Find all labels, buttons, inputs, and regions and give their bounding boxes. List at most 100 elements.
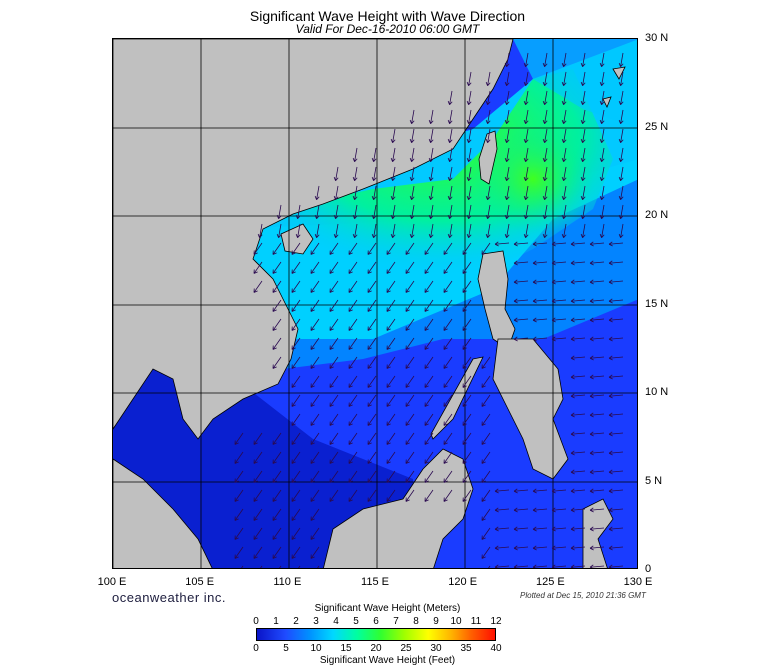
wave-arrow — [523, 223, 529, 239]
wave-arrow — [551, 317, 567, 323]
wave-arrow — [291, 299, 301, 312]
lat-label: 0 — [645, 563, 652, 575]
wave-arrow — [589, 507, 605, 513]
wave-arrow — [485, 185, 491, 201]
wave-arrow — [333, 223, 339, 239]
wave-arrow — [390, 128, 396, 144]
wave-arrow — [481, 413, 491, 426]
wave-arrow — [504, 223, 510, 239]
wave-arrow — [599, 90, 605, 106]
colorbar-tick: 5 — [353, 616, 359, 627]
wave-arrow — [599, 166, 605, 182]
wave-arrow — [608, 355, 624, 361]
wave-arrow — [523, 128, 529, 144]
lat-label: 5 N — [645, 474, 663, 487]
wave-arrow — [295, 223, 301, 239]
wave-arrow — [589, 355, 605, 361]
wave-arrow — [551, 279, 567, 285]
wave-arrow — [608, 450, 624, 456]
wave-arrow — [589, 545, 605, 551]
wave-arrow — [542, 52, 548, 68]
wave-arrow — [513, 336, 529, 342]
colorbar-tick: 3 — [313, 616, 319, 627]
wave-arrow — [367, 413, 377, 426]
wave-arrow — [424, 318, 434, 331]
wave-arrow — [513, 488, 529, 494]
lat-label: 25 N — [645, 120, 669, 133]
wave-arrow — [253, 508, 263, 521]
wave-arrow — [424, 470, 434, 483]
wave-arrow — [504, 204, 510, 220]
wave-arrow — [443, 489, 453, 502]
wave-arrow — [580, 166, 586, 182]
wave-arrow — [428, 223, 434, 239]
wave-arrow — [570, 336, 586, 342]
wave-arrow — [348, 318, 358, 331]
wave-arrow — [462, 470, 472, 483]
wave-arrow — [570, 260, 586, 266]
wave-arrow — [570, 545, 586, 551]
wave-arrow — [367, 470, 377, 483]
wave-arrow — [291, 261, 301, 274]
wave-arrow — [513, 260, 529, 266]
wave-arrow — [405, 375, 415, 388]
wave-arrow — [589, 526, 605, 532]
wave-arrow — [272, 546, 282, 559]
wave-arrow — [428, 109, 434, 125]
wave-arrow — [253, 489, 263, 502]
wave-arrow — [570, 469, 586, 475]
wave-arrow — [310, 394, 320, 407]
wave-arrow — [447, 147, 453, 163]
wave-arrow — [386, 242, 396, 255]
wave-arrow — [481, 451, 491, 464]
wave-arrow — [272, 337, 282, 350]
wave-arrow — [329, 261, 339, 274]
wave-arrow — [443, 337, 453, 350]
wave-arrow — [551, 488, 567, 494]
wave-arrow — [599, 128, 605, 144]
colorbar-tick: 10 — [450, 616, 462, 627]
wave-arrow — [333, 185, 339, 201]
wave-arrow — [608, 431, 624, 437]
wave-arrow — [494, 488, 510, 494]
wave-arrow — [466, 109, 472, 125]
wave-arrow — [608, 412, 624, 418]
wave-arrow — [291, 413, 301, 426]
colorbar-title-feet: Significant Wave Height (Feet) — [319, 655, 456, 666]
wave-arrow — [272, 470, 282, 483]
wave-arrow — [580, 128, 586, 144]
wave-arrow — [260, 565, 263, 568]
wave-arrow — [532, 317, 548, 323]
wave-arrow — [513, 317, 529, 323]
wave-arrow — [234, 546, 244, 559]
wave-arrow — [367, 280, 377, 293]
wave-arrow — [542, 147, 548, 163]
wave-arrow — [329, 280, 339, 293]
lon-label: 130 E — [623, 576, 653, 588]
wave-arrow — [424, 413, 434, 426]
wave-arrow — [599, 223, 605, 239]
wave-arrow — [371, 223, 377, 239]
wave-arrow — [466, 71, 472, 87]
wave-arrow — [488, 565, 491, 568]
wave-arrow — [253, 261, 263, 274]
wave-arrow — [532, 279, 548, 285]
wave-arrow — [405, 432, 415, 445]
wave-arrow — [443, 394, 453, 407]
colorbar-tick: 8 — [413, 616, 419, 627]
wave-arrow — [352, 166, 358, 182]
wave-arrow — [485, 109, 491, 125]
wave-arrow — [608, 469, 624, 475]
wave-arrow — [443, 375, 453, 388]
wave-arrow — [561, 166, 567, 182]
wave-arrow — [462, 489, 472, 502]
wave-arrow — [443, 261, 453, 274]
wave-arrow — [329, 394, 339, 407]
colorbar-tick: 12 — [490, 616, 502, 627]
wave-arrow — [386, 280, 396, 293]
wave-direction-arrows — [234, 52, 624, 568]
wave-arrow — [561, 204, 567, 220]
wave-arrow — [253, 527, 263, 540]
wave-arrow — [310, 261, 320, 274]
wave-arrow — [551, 526, 567, 532]
